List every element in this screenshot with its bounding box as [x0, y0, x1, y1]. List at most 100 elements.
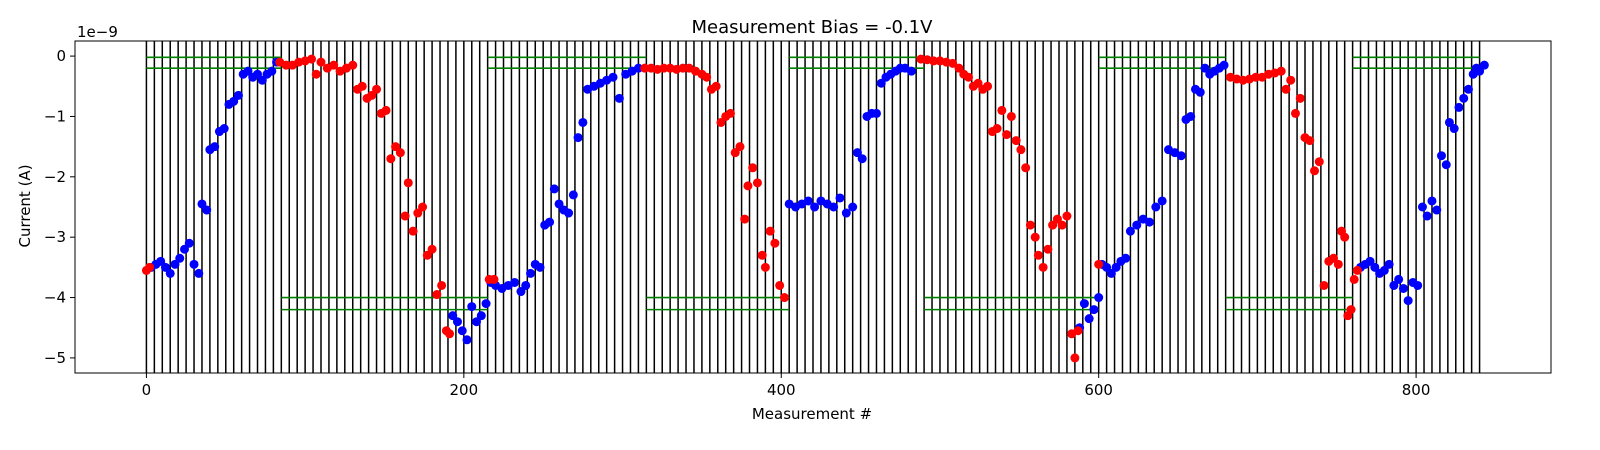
- data-point: [841, 208, 851, 218]
- data-point: [525, 268, 535, 278]
- data-point: [1319, 280, 1329, 290]
- data-point: [1011, 136, 1021, 146]
- data-point: [448, 311, 458, 321]
- x-axis-label: Measurement #: [752, 405, 872, 423]
- data-point: [1002, 130, 1012, 140]
- data-point: [1394, 274, 1404, 284]
- y-tick-label: −3: [44, 228, 66, 246]
- data-point: [554, 199, 564, 209]
- data-point: [210, 142, 220, 152]
- data-point: [775, 280, 785, 290]
- data-point: [1176, 151, 1186, 161]
- data-point: [400, 211, 410, 221]
- axes: 0 200 400 600 800 0 −1 −2 −3 −4 −5: [44, 40, 1552, 399]
- data-point: [1479, 60, 1489, 70]
- data-point: [1094, 293, 1104, 303]
- data-point: [1219, 60, 1229, 70]
- data-point: [403, 178, 413, 188]
- data-point: [740, 214, 750, 224]
- data-point: [381, 105, 391, 115]
- data-point: [386, 154, 396, 164]
- data-point: [1286, 75, 1296, 85]
- x-tick-label: 600: [1084, 381, 1113, 399]
- data-point: [1043, 244, 1053, 254]
- plot-area: [141, 41, 1489, 373]
- data-point: [765, 226, 775, 236]
- data-point: [1200, 63, 1210, 73]
- data-point: [145, 262, 155, 272]
- data-point: [184, 238, 194, 248]
- data-point: [1021, 163, 1031, 173]
- data-point: [472, 317, 482, 327]
- data-point: [1121, 253, 1131, 263]
- data-point: [906, 66, 916, 76]
- y-tick-label: −2: [44, 168, 66, 186]
- data-point: [1016, 145, 1026, 155]
- data-point: [229, 96, 239, 106]
- data-point: [329, 60, 339, 70]
- data-point: [180, 244, 190, 254]
- x-tick-label: 200: [450, 381, 479, 399]
- data-point: [1422, 211, 1432, 221]
- data-point: [476, 311, 486, 321]
- data-point: [1346, 305, 1356, 315]
- y-scale-label: 1e−9: [77, 23, 118, 41]
- data-point: [848, 202, 858, 212]
- data-point: [1030, 232, 1040, 242]
- data-point: [1389, 280, 1399, 290]
- data-point: [243, 66, 253, 76]
- data-point: [702, 72, 712, 82]
- data-point: [545, 217, 555, 227]
- data-point: [876, 78, 886, 88]
- data-point: [219, 124, 229, 134]
- data-point: [1340, 232, 1350, 242]
- data-point: [770, 238, 780, 248]
- data-point: [640, 63, 650, 73]
- data-point: [535, 262, 545, 272]
- data-point: [1195, 87, 1205, 97]
- data-point: [1370, 262, 1380, 272]
- data-point: [1281, 84, 1291, 94]
- data-point: [929, 56, 939, 66]
- y-tick-label: 0: [56, 47, 66, 65]
- data-point: [852, 148, 862, 158]
- data-point: [1006, 111, 1016, 121]
- data-point: [1144, 217, 1154, 227]
- data-point: [413, 208, 423, 218]
- data-point: [1384, 259, 1394, 269]
- data-point: [395, 148, 405, 158]
- data-point: [367, 90, 377, 100]
- data-point: [432, 290, 442, 300]
- data-point: [1125, 226, 1135, 236]
- data-point: [510, 277, 520, 287]
- data-point: [257, 75, 267, 85]
- data-point: [803, 196, 813, 206]
- data-point: [1070, 353, 1080, 363]
- data-point: [408, 226, 418, 236]
- data-point: [1151, 202, 1161, 212]
- y-tick-label: −1: [44, 107, 66, 125]
- data-point: [357, 81, 367, 91]
- data-point: [1454, 102, 1464, 112]
- data-point: [197, 199, 207, 209]
- data-point: [760, 262, 770, 272]
- data-point: [549, 184, 559, 194]
- data-point: [568, 190, 578, 200]
- data-point: [175, 253, 185, 263]
- data-point: [427, 244, 437, 254]
- data-point: [1052, 214, 1062, 224]
- y-axis-label: Current (A): [16, 164, 34, 247]
- data-point: [1349, 274, 1359, 284]
- data-point: [810, 202, 820, 212]
- plot-frame: [74, 40, 1552, 374]
- data-point: [964, 72, 974, 82]
- data-point: [156, 256, 166, 266]
- data-point: [1449, 124, 1459, 134]
- data-point: [752, 178, 762, 188]
- data-point: [1310, 166, 1320, 176]
- data-point: [489, 274, 499, 284]
- data-point: [1403, 296, 1413, 306]
- data-point: [189, 259, 199, 269]
- data-point: [1276, 66, 1286, 76]
